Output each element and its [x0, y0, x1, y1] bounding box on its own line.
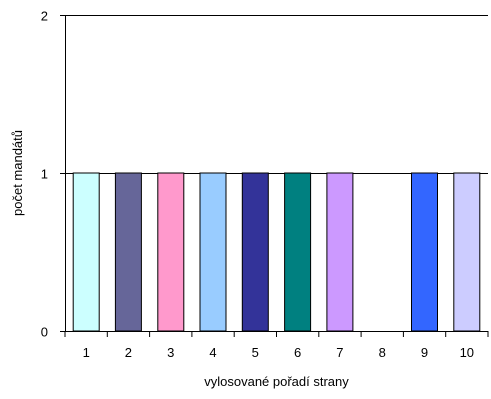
y-tick-label: 1 [41, 167, 48, 182]
x-axis-label: vylosované pořadí strany [204, 374, 349, 389]
x-tick-label: 5 [252, 345, 259, 360]
x-tick-label: 7 [336, 345, 343, 360]
x-tick-label: 6 [294, 345, 301, 360]
x-tick-label: 9 [421, 345, 428, 360]
x-tick-label: 1 [83, 345, 90, 360]
x-tick-label: 3 [167, 345, 174, 360]
x-ticks: 1 2 3 4 5 6 7 8 9 10 [64, 331, 489, 360]
y-axis-label: počet mandátů [10, 130, 25, 216]
bar-1 [72, 172, 100, 332]
y-tick-label: 0 [41, 325, 48, 340]
x-tick-label: 2 [125, 345, 132, 360]
bars [72, 172, 481, 332]
bar-2 [114, 172, 142, 332]
bar-7 [326, 172, 354, 332]
y-ticks: 0 1 2 [41, 9, 65, 340]
bar-10 [453, 172, 481, 332]
bar-3 [157, 172, 185, 332]
x-tick-label: 4 [209, 345, 216, 360]
bar-4 [199, 172, 227, 332]
x-tick-label: 10 [460, 345, 474, 360]
y-tick-label: 2 [41, 9, 48, 24]
bar-5 [241, 172, 269, 332]
bar-6 [284, 172, 312, 332]
x-tick-label: 8 [379, 345, 386, 360]
bar-9 [411, 172, 438, 332]
